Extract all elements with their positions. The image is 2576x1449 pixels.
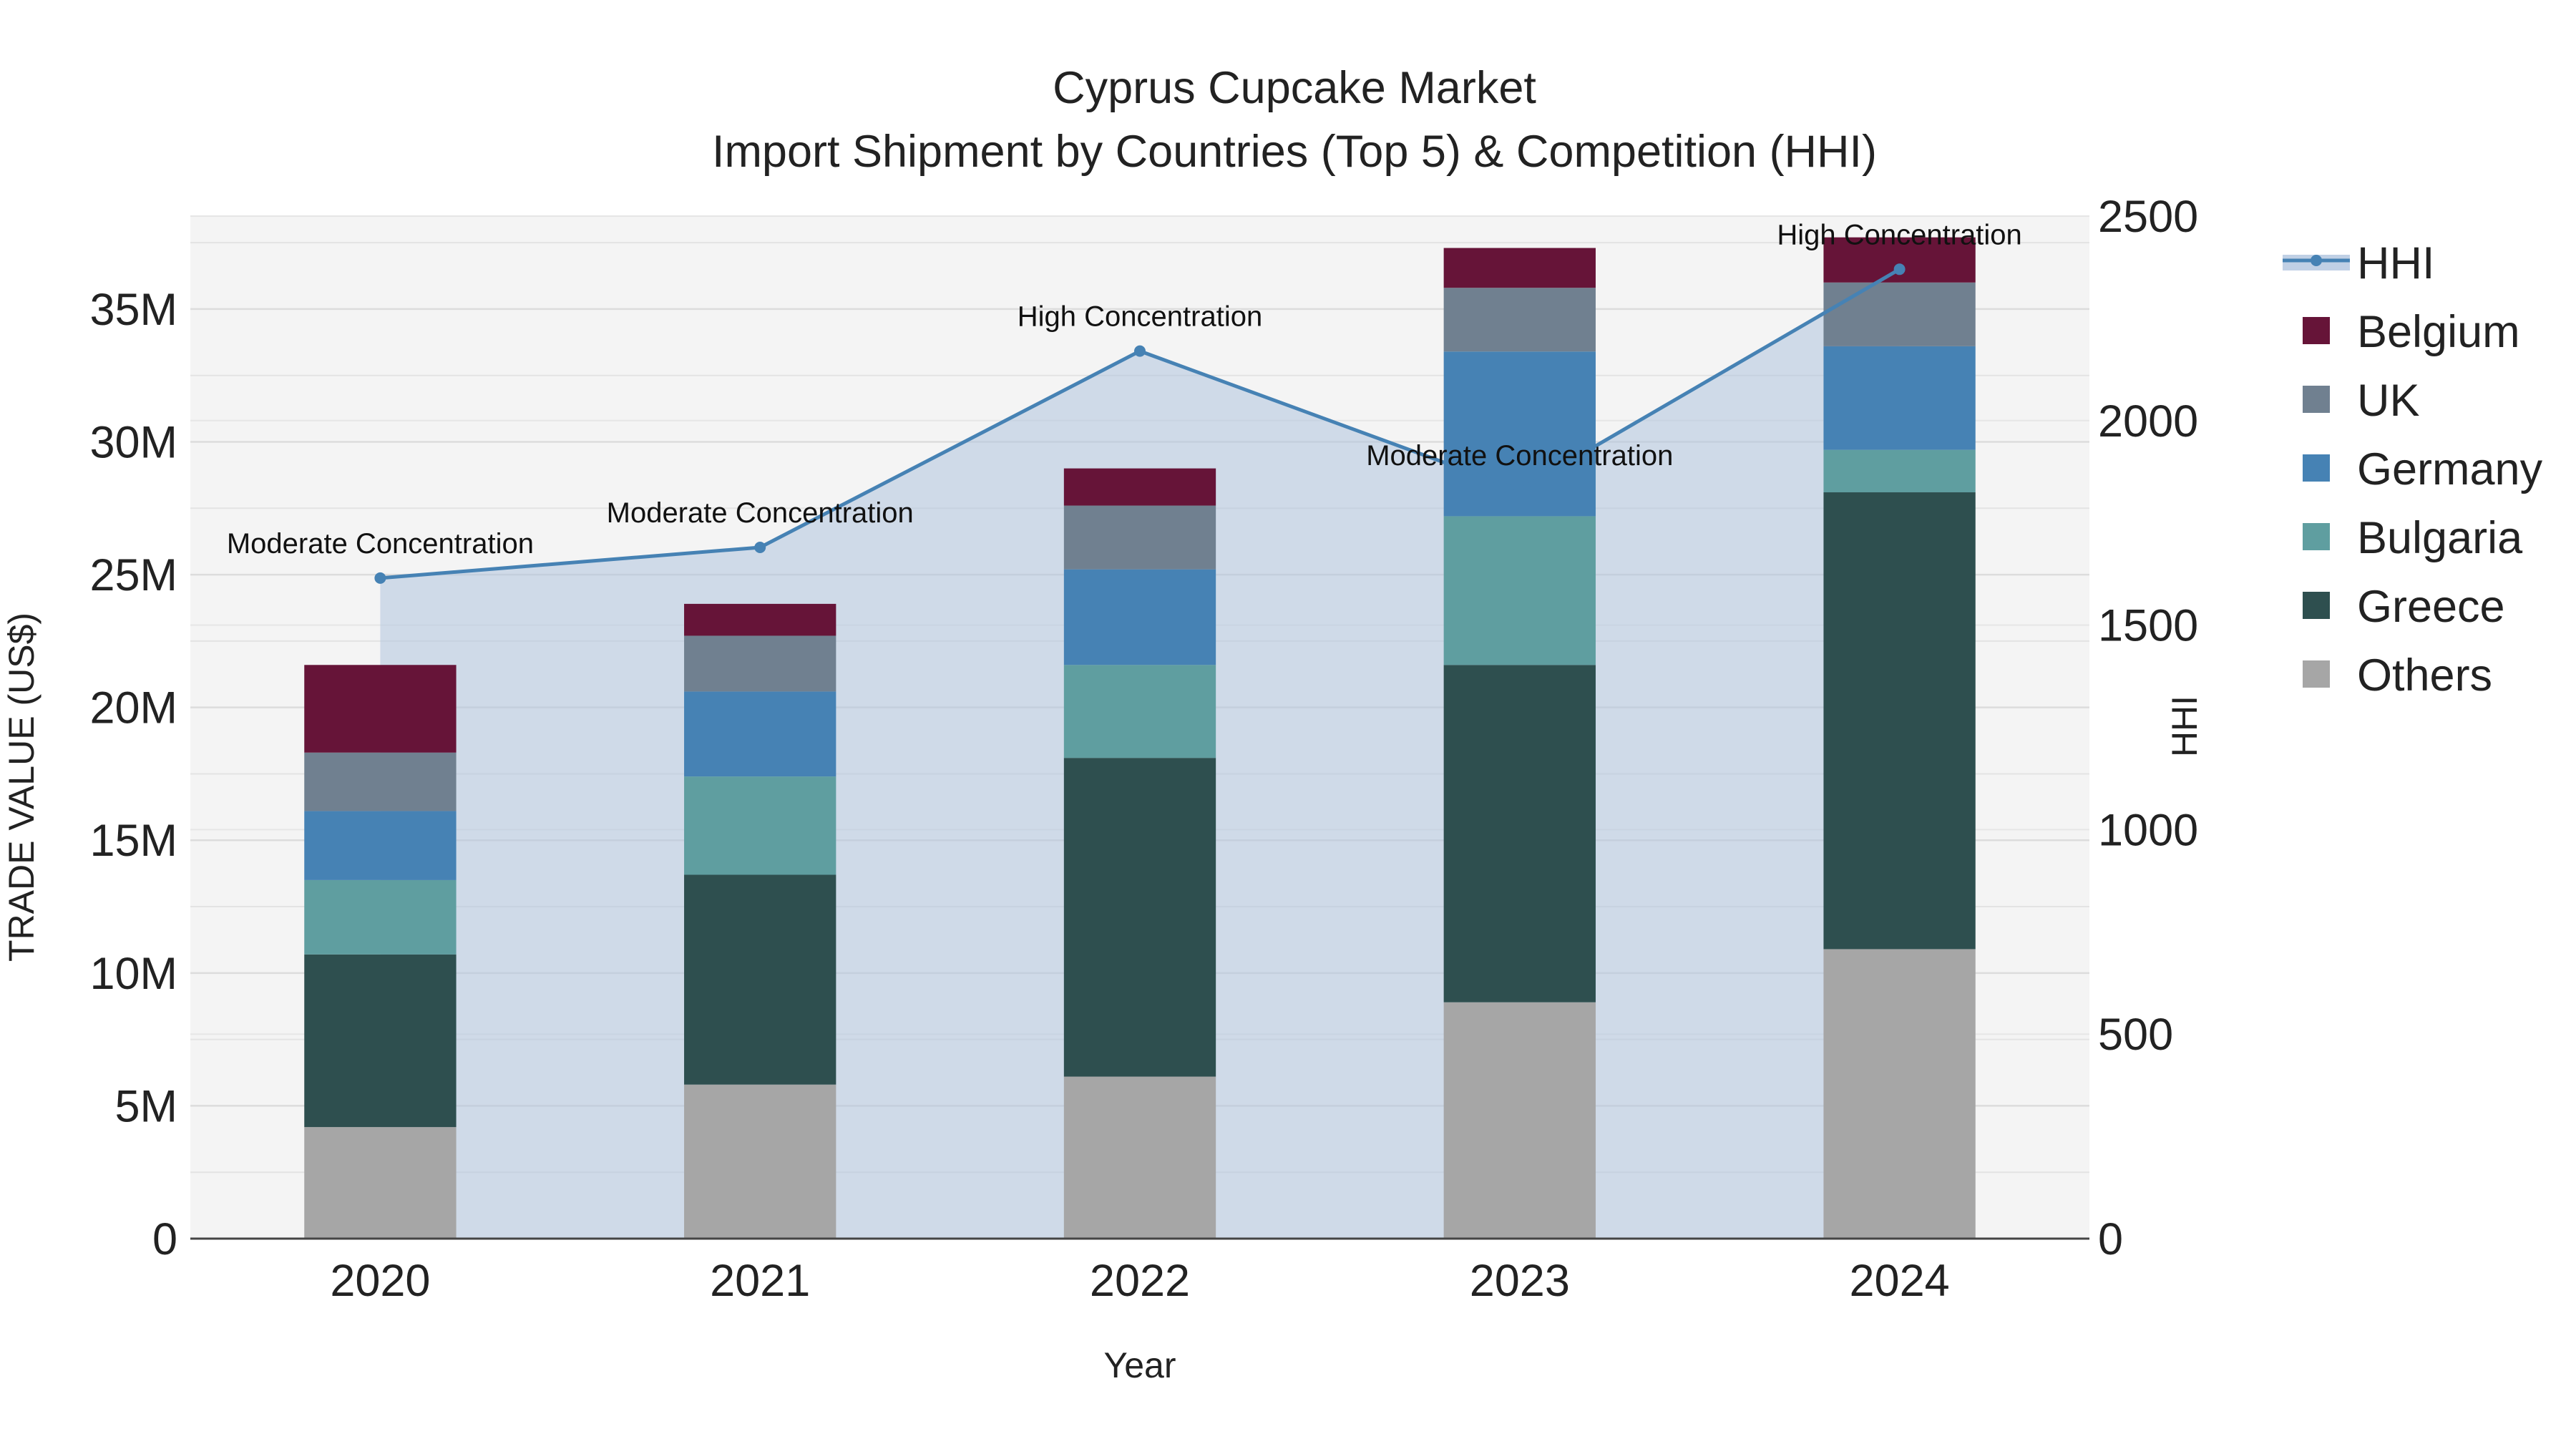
annotations-layer: Moderate Concentration Moderate Concentra…: [227, 219, 2022, 560]
legend-swatch-bulgaria: [2303, 523, 2330, 550]
bar-others-2022: [1063, 1076, 1216, 1239]
bar-others-2024: [1823, 949, 1976, 1239]
chart-subtitle: Import Shipment by Countries (Top 5) & C…: [712, 127, 1877, 177]
bar-uk-2024: [1823, 282, 1976, 346]
bar-bulgaria-2023: [1443, 516, 1596, 665]
legend-label-greece: Greece: [2357, 582, 2505, 632]
bar-germany-2021: [684, 691, 836, 777]
legend-swatch-others: [2303, 660, 2330, 688]
bar-uk-2021: [684, 635, 836, 692]
y-axis-label: TRADE VALUE (US$): [1, 613, 42, 962]
legend-swatch-belgium: [2303, 317, 2330, 344]
bar-greece-2020: [304, 954, 457, 1128]
hhi-point-2023: [1513, 484, 1526, 496]
y2-tick-label: 1000: [2098, 805, 2198, 855]
x-axis-ticks: 2020 2021 2022 2023 2024: [330, 1256, 1949, 1306]
bar-others-2023: [1443, 1002, 1596, 1239]
hhi-annotation-2024: High Concentration: [1777, 219, 2021, 250]
hhi-annotation-2023: Moderate Concentration: [1366, 440, 1673, 472]
legend-label-uk: UK: [2357, 376, 2420, 426]
hhi-annotation-2020: Moderate Concentration: [227, 528, 534, 560]
bar-greece-2022: [1063, 758, 1216, 1077]
x-tick-label: 2021: [710, 1256, 810, 1306]
bar-belgium-2021: [684, 603, 836, 636]
bar-uk-2020: [304, 752, 457, 811]
bar-uk-2023: [1443, 288, 1596, 352]
legend-swatch-hhi-marker: [2311, 255, 2322, 266]
y-tick-label: 0: [152, 1214, 177, 1264]
bar-greece-2024: [1823, 492, 1976, 950]
bars-layer: [304, 237, 1976, 1239]
bar-uk-2022: [1063, 505, 1216, 570]
bar-germany-2022: [1063, 569, 1216, 665]
legend-label-others: Others: [2357, 650, 2492, 701]
bar-belgium-2022: [1063, 468, 1216, 506]
legend-label-belgium: Belgium: [2357, 307, 2520, 357]
y2-tick-label: 2000: [2098, 396, 2198, 447]
bar-belgium-2020: [304, 665, 457, 753]
legend-swatch-germany: [2303, 454, 2330, 482]
y-tick-label: 30M: [89, 417, 177, 467]
hhi-annotation-2022: High Concentration: [1018, 301, 1262, 333]
y-tick-label: 35M: [89, 285, 177, 335]
hhi-line-layer: [374, 263, 1906, 584]
hhi-point-2021: [754, 541, 766, 553]
y-axis-ticks: 0 5M 10M 15M 20M 25M 30M 35M: [89, 285, 177, 1264]
x-tick-label: 2023: [1470, 1256, 1570, 1306]
legend-swatch-uk: [2303, 386, 2330, 413]
hhi-point-2022: [1134, 345, 1146, 357]
bar-germany-2020: [304, 811, 457, 880]
y-tick-label: 20M: [89, 683, 177, 733]
y2-tick-label: 1500: [2098, 601, 2198, 651]
hhi-point-2020: [374, 572, 386, 584]
bar-bulgaria-2021: [684, 776, 836, 875]
x-tick-label: 2020: [330, 1256, 430, 1306]
y2-tick-label: 500: [2098, 1010, 2173, 1060]
y-tick-label: 10M: [89, 949, 177, 999]
y-tick-label: 15M: [89, 816, 177, 866]
legend-label-bulgaria: Bulgaria: [2357, 513, 2523, 563]
bar-others-2021: [684, 1084, 836, 1239]
bar-germany-2024: [1823, 346, 1976, 450]
hhi-annotation-2021: Moderate Concentration: [607, 497, 914, 529]
chart-title: Cyprus Cupcake Market: [1053, 63, 1536, 113]
legend-label-germany: Germany: [2357, 444, 2543, 494]
y-tick-label: 5M: [114, 1081, 177, 1131]
y2-axis-ticks: 0 500 1000 1500 2000 2500: [2098, 192, 2198, 1264]
bar-greece-2023: [1443, 665, 1596, 1002]
bar-belgium-2023: [1443, 248, 1596, 288]
x-axis-label: Year: [1103, 1345, 1176, 1385]
legend: HHI Belgium UK Germany Bulgaria Greece Others: [2283, 238, 2543, 701]
y2-tick-label: 0: [2098, 1214, 2123, 1264]
bar-bulgaria-2022: [1063, 665, 1216, 758]
bar-greece-2021: [684, 874, 836, 1085]
y2-tick-label: 2500: [2098, 192, 2198, 242]
y2-axis-label: HHI: [2165, 696, 2205, 757]
legend-swatch-greece: [2303, 592, 2330, 619]
hhi-point-2024: [1893, 263, 1906, 275]
bar-bulgaria-2024: [1823, 449, 1976, 493]
bar-bulgaria-2020: [304, 879, 457, 955]
bar-others-2020: [304, 1127, 457, 1239]
x-tick-label: 2022: [1090, 1256, 1190, 1306]
x-tick-label: 2024: [1850, 1256, 1950, 1306]
legend-label-hhi: HHI: [2357, 238, 2435, 288]
y-tick-label: 25M: [89, 550, 177, 600]
